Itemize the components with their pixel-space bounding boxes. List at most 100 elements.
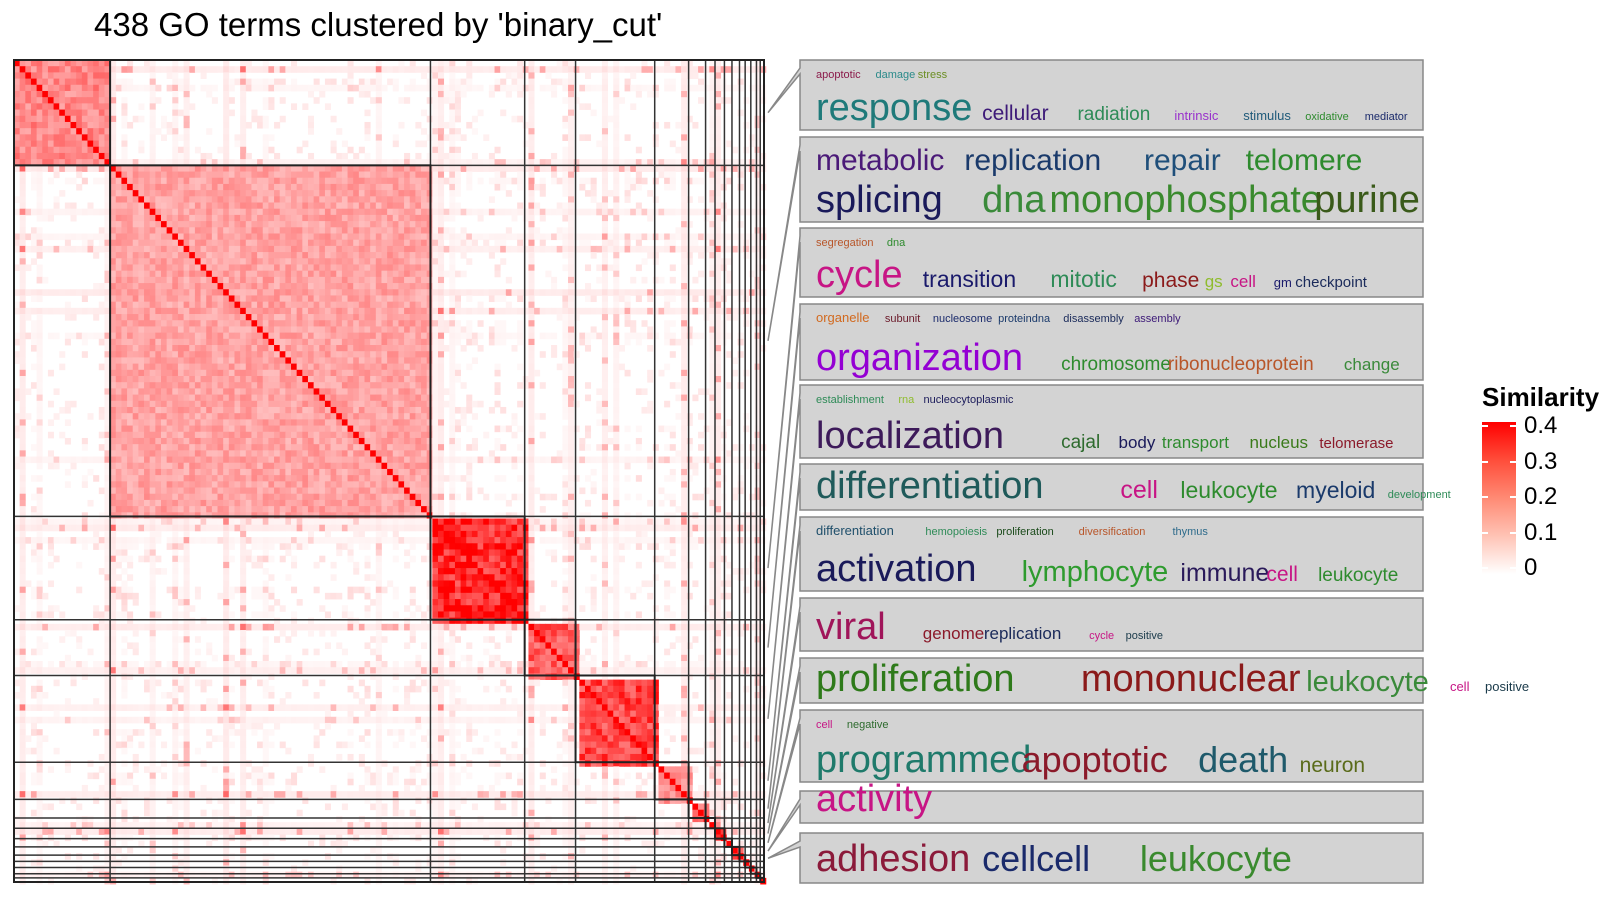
heatmap-cell xyxy=(590,233,597,241)
heatmap-cell xyxy=(228,289,235,296)
heatmap-cell xyxy=(177,338,184,346)
heatmap-cell xyxy=(285,165,292,172)
heatmap-cell xyxy=(330,190,337,197)
heatmap-cell xyxy=(681,140,688,148)
heatmap-cell xyxy=(155,301,162,309)
heatmap-cell xyxy=(715,345,722,352)
heatmap-cell xyxy=(302,413,309,420)
heatmap-cell xyxy=(206,152,213,160)
heatmap-cell xyxy=(715,264,722,272)
heatmap-cell xyxy=(584,382,592,389)
heatmap-cell xyxy=(601,357,608,365)
heatmap-cell xyxy=(296,338,303,346)
heatmap-cell xyxy=(387,258,394,265)
heatmap-cell xyxy=(415,183,422,191)
heatmap-cell xyxy=(19,276,26,284)
heatmap-cell xyxy=(404,233,411,241)
heatmap-cell xyxy=(449,419,456,426)
heatmap-cell xyxy=(189,171,196,179)
heatmap-cell xyxy=(313,338,320,346)
heatmap-cell xyxy=(392,196,399,203)
heatmap-cell xyxy=(370,233,377,241)
heatmap-cell xyxy=(217,388,224,395)
heatmap-cell xyxy=(330,84,337,92)
heatmap-cell xyxy=(115,252,122,259)
heatmap-cell xyxy=(149,146,156,154)
heatmap-cell xyxy=(172,146,179,154)
heatmap-cell xyxy=(505,276,512,284)
heatmap-cell xyxy=(381,202,388,210)
heatmap-cell xyxy=(387,351,394,358)
heatmap-cell xyxy=(698,196,705,203)
heatmap-cell xyxy=(42,109,49,117)
heatmap-cell xyxy=(274,307,281,315)
heatmap-cell xyxy=(630,183,637,191)
heatmap-cell xyxy=(353,159,360,166)
heatmap-cell xyxy=(268,227,275,234)
heatmap-cell xyxy=(551,351,558,358)
heatmap-cell xyxy=(409,326,416,334)
heatmap-cell xyxy=(522,159,529,166)
heatmap-cell xyxy=(432,258,439,265)
heatmap-cell xyxy=(211,196,218,203)
heatmap-cell xyxy=(449,177,456,185)
heatmap-cell xyxy=(149,103,156,110)
heatmap-cell xyxy=(698,84,705,92)
heatmap-cell xyxy=(630,84,637,92)
heatmap-cell xyxy=(347,171,354,179)
heatmap-cell xyxy=(160,425,168,433)
heatmap-cell xyxy=(98,245,105,253)
heatmap-cell xyxy=(692,233,699,241)
heatmap-cell xyxy=(681,159,688,166)
heatmap-cell xyxy=(737,233,744,241)
heatmap-cell xyxy=(370,177,377,185)
heatmap-cell xyxy=(562,78,569,86)
heatmap-cell xyxy=(562,97,569,104)
heatmap-cell xyxy=(81,245,88,253)
heatmap-cell xyxy=(421,221,428,228)
heatmap-cell xyxy=(223,314,230,321)
heatmap-cell xyxy=(562,345,569,352)
heatmap-cell xyxy=(466,326,473,334)
heatmap-cell xyxy=(330,357,337,365)
heatmap-cell xyxy=(381,314,388,321)
heatmap-cell xyxy=(421,171,428,179)
heatmap-cell xyxy=(494,239,501,247)
heatmap-cell xyxy=(121,283,128,290)
heatmap-cell xyxy=(364,66,371,73)
heatmap-cell xyxy=(517,60,524,67)
heatmap-cell xyxy=(415,301,422,309)
heatmap-cell xyxy=(664,159,671,166)
heatmap-cell xyxy=(104,165,111,172)
heatmap-cell xyxy=(228,245,235,253)
heatmap-cell xyxy=(477,208,484,216)
heatmap-cell xyxy=(206,214,213,222)
heatmap-cell xyxy=(183,369,190,377)
heatmap-cell xyxy=(692,165,699,172)
heatmap-cell xyxy=(330,351,337,358)
heatmap-cell xyxy=(160,394,168,402)
heatmap-cell xyxy=(307,252,315,259)
heatmap-cell xyxy=(703,245,710,253)
heatmap-cell xyxy=(568,183,575,191)
heatmap-cell xyxy=(262,345,269,352)
heatmap-cell xyxy=(155,97,162,104)
heatmap-cell xyxy=(686,115,693,123)
heatmap-cell xyxy=(415,239,422,247)
heatmap-cell xyxy=(635,264,642,272)
heatmap-cell xyxy=(76,109,83,117)
heatmap-cell xyxy=(517,239,524,247)
heatmap-cell xyxy=(30,121,38,129)
heatmap-cell xyxy=(375,239,382,247)
heatmap-cell xyxy=(404,388,411,395)
heatmap-cell xyxy=(251,214,258,222)
heatmap-cell xyxy=(177,146,184,154)
heatmap-cell xyxy=(279,196,286,203)
heatmap-cell xyxy=(517,338,524,346)
heatmap-cell xyxy=(421,332,428,340)
heatmap-cell xyxy=(432,419,439,426)
heatmap-cell xyxy=(539,332,546,340)
heatmap-cell xyxy=(624,84,631,92)
heatmap-cell xyxy=(234,66,241,73)
heatmap-cell xyxy=(511,332,518,340)
